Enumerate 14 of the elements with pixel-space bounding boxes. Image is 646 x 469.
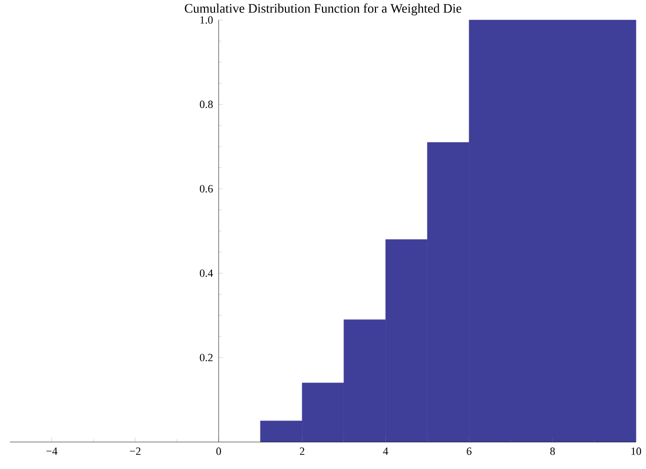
x-tick-label: 10 <box>631 448 642 455</box>
y-tick-label: 0.2 <box>200 354 213 362</box>
chart-title: Cumulative Distribution Function for a Weighted Die <box>184 4 462 16</box>
x-tick-label: 4 <box>383 448 388 455</box>
x-tick-label: 2 <box>300 448 304 455</box>
x-tick-label: 0 <box>216 448 221 455</box>
y-tick-label: 0.6 <box>200 185 213 193</box>
x-tick-label: 6 <box>466 448 472 455</box>
y-tick-label: 0.8 <box>200 100 213 108</box>
x-tick-label: −2 <box>130 448 140 455</box>
y-tick-label: 1.0 <box>200 16 213 24</box>
x-tick-label: 8 <box>550 448 555 455</box>
x-tick-label: −4 <box>46 448 58 455</box>
y-tick-label: 0.4 <box>200 269 213 277</box>
